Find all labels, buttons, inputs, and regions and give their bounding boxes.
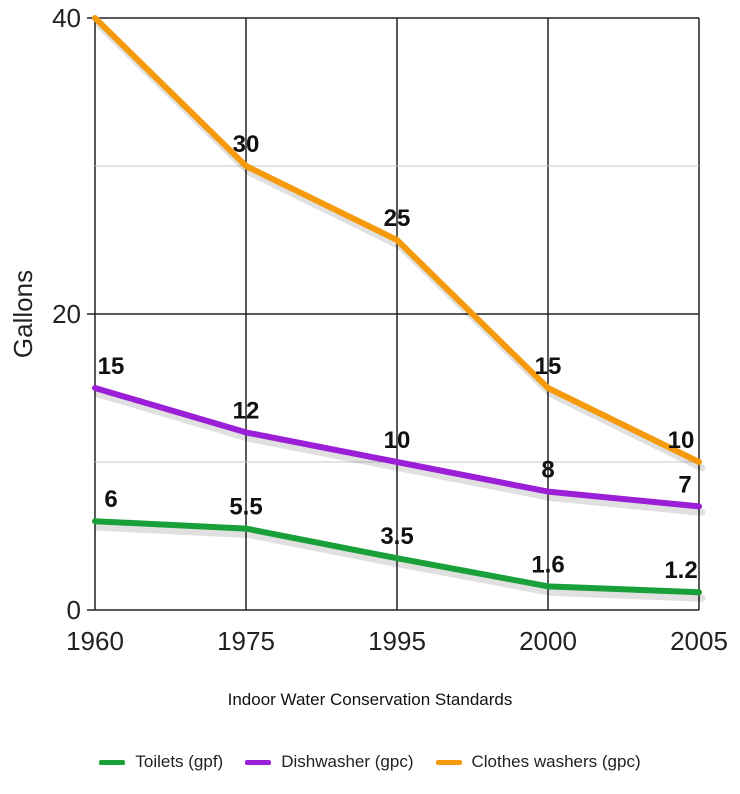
legend-swatch-clothes-washers [435, 759, 462, 765]
data-point [545, 583, 551, 589]
legend-swatch-dishwasher [245, 759, 272, 765]
legend: Toilets (gpf) Dishwasher (gpc) Clothes w… [0, 752, 740, 772]
data-labels: 6 5.5 3.5 1.6 1.2 15 12 10 8 7 30 25 15 10 [98, 131, 698, 584]
data-point [545, 385, 551, 391]
data-label: 15 [98, 353, 125, 380]
axis-ticks: 0 20 40 1960 1975 1995 2000 2005 [52, 3, 728, 656]
x-tick-label: 1975 [217, 626, 275, 656]
x-tick-label: 1960 [66, 626, 124, 656]
y-tick-label: 40 [52, 3, 81, 33]
legend-label-toilets: Toilets (gpf) [135, 752, 224, 771]
series-shadow-0 [94, 523, 706, 602]
data-label: 10 [384, 427, 411, 454]
data-point [243, 163, 249, 169]
data-label: 8 [541, 457, 554, 484]
data-label: 3.5 [380, 523, 413, 550]
legend-label-clothes-washers: Clothes washers (gpc) [471, 752, 641, 771]
x-tick-label: 1995 [368, 626, 426, 656]
chart: 0 20 40 1960 1975 1995 2000 2005 Gallons 6 5.5 3.… [8, 3, 728, 656]
data-point [696, 503, 702, 509]
data-point [696, 589, 702, 595]
data-label: 12 [233, 397, 260, 424]
data-point [92, 15, 98, 21]
x-tick-label: 2000 [519, 626, 577, 656]
data-label: 7 [678, 471, 691, 498]
x-tick-label: 2005 [670, 626, 728, 656]
data-point [92, 385, 98, 391]
legend-item-clothes-washers[interactable]: Clothes washers (gpc) [435, 752, 641, 772]
data-point [696, 459, 702, 465]
legend-item-toilets[interactable]: Toilets (gpf) [99, 752, 223, 772]
y-tick-label: 0 [67, 595, 81, 625]
data-point [243, 526, 249, 532]
legend-label-dishwasher: Dishwasher (gpc) [281, 752, 414, 771]
data-label: 30 [233, 131, 260, 158]
data-point [243, 429, 249, 435]
series-lines [92, 15, 706, 602]
data-label: 1.2 [664, 557, 697, 584]
data-point [394, 459, 400, 465]
series-shadow-1 [94, 390, 706, 516]
data-point [394, 237, 400, 243]
data-label: 6 [104, 486, 117, 513]
data-label: 10 [668, 427, 695, 454]
legend-item-dishwasher[interactable]: Dishwasher (gpc) [245, 752, 414, 772]
y-axis-label: Gallons [8, 270, 38, 358]
data-label: 5.5 [229, 494, 262, 521]
x-axis-title: Indoor Water Conservation Standards [227, 690, 513, 709]
data-label: 25 [384, 205, 411, 232]
data-label: 15 [535, 353, 562, 380]
legend-swatch-toilets [99, 759, 126, 765]
data-point [394, 555, 400, 561]
y-tick-label: 20 [52, 299, 81, 329]
data-label: 1.6 [531, 551, 564, 578]
data-point [545, 489, 551, 495]
data-point [92, 518, 98, 524]
